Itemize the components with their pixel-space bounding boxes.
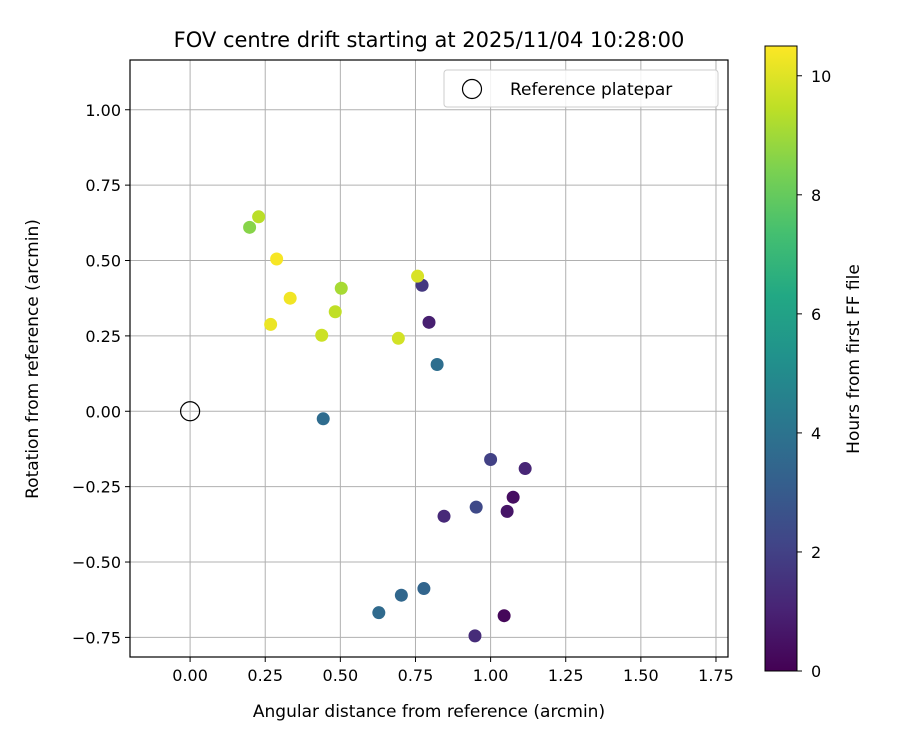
data-point <box>283 291 297 305</box>
data-point <box>506 490 520 504</box>
x-axis-ticks: 0.00 0.25 0.50 0.75 1.00 1.25 1.50 1.75 <box>172 657 734 685</box>
colorbar-label: Hours from first FF file <box>844 264 864 454</box>
data-point <box>411 269 425 283</box>
legend-label: Reference platepar <box>510 80 672 100</box>
plot-frame <box>129 59 729 658</box>
colorbar-tick-label: 2 <box>811 543 821 562</box>
legend-box <box>443 69 719 108</box>
data-point <box>497 609 511 623</box>
x-axis-label: Angular distance from reference (arcmin) <box>253 702 605 722</box>
y-tick-label: 0.25 <box>85 327 121 346</box>
colorbar-tick-label: 0 <box>811 662 821 681</box>
y-tick-label: 1.00 <box>85 101 121 120</box>
x-tick-label: 1.50 <box>623 666 659 685</box>
legend: Reference platepar <box>443 69 719 108</box>
x-tick-label: 1.75 <box>698 666 734 685</box>
y-tick-label: 0.00 <box>85 402 121 421</box>
colorbar-gradient <box>764 45 798 672</box>
colorbar-ticks: 0 2 4 6 8 10 <box>797 67 831 681</box>
chart-title: FOV centre drift starting at 2025/11/04 … <box>174 28 685 52</box>
data-point <box>264 317 278 331</box>
data-point <box>422 315 436 329</box>
x-tick-label: 1.00 <box>473 666 509 685</box>
x-tick-label: 0.50 <box>323 666 359 685</box>
data-point <box>270 252 284 266</box>
data-point <box>430 358 444 372</box>
colorbar: 0 2 4 6 8 10 Hours from first FF file <box>764 45 864 681</box>
grid <box>130 60 728 657</box>
data-point <box>372 606 386 620</box>
x-tick-label: 0.25 <box>247 666 283 685</box>
y-tick-label: −0.75 <box>72 628 121 647</box>
y-tick-label: 0.75 <box>85 176 121 195</box>
scatter-points <box>243 210 532 643</box>
y-axis-label: Rotation from reference (arcmin) <box>23 219 43 499</box>
data-point <box>391 331 405 345</box>
data-point <box>252 210 266 224</box>
colorbar-tick-label: 4 <box>811 424 821 443</box>
data-point <box>468 629 482 643</box>
data-point <box>518 462 532 476</box>
colorbar-tick-label: 6 <box>811 305 821 324</box>
x-tick-label: 0.00 <box>172 666 208 685</box>
data-point <box>243 220 257 234</box>
data-point <box>469 500 483 514</box>
y-tick-label: −0.50 <box>72 553 121 572</box>
data-point <box>484 453 498 467</box>
colorbar-tick-label: 10 <box>811 67 831 86</box>
y-tick-label: −0.25 <box>72 478 121 497</box>
data-point <box>437 509 451 523</box>
x-tick-label: 1.25 <box>548 666 584 685</box>
colorbar-tick-label: 8 <box>811 186 821 205</box>
y-tick-label: 0.50 <box>85 252 121 271</box>
reference-platepar-marker <box>180 401 201 422</box>
data-point <box>500 504 514 518</box>
y-axis-ticks: −0.75 −0.50 −0.25 0.00 0.25 0.50 0.75 1.00 <box>72 101 130 647</box>
data-point <box>328 305 342 319</box>
data-point <box>334 281 348 295</box>
x-tick-label: 0.75 <box>398 666 434 685</box>
data-point <box>316 412 330 426</box>
data-point <box>394 588 408 602</box>
data-point <box>315 328 329 342</box>
data-point <box>417 582 431 596</box>
reference-marker-group <box>180 401 201 422</box>
legend-marker <box>461 78 483 100</box>
